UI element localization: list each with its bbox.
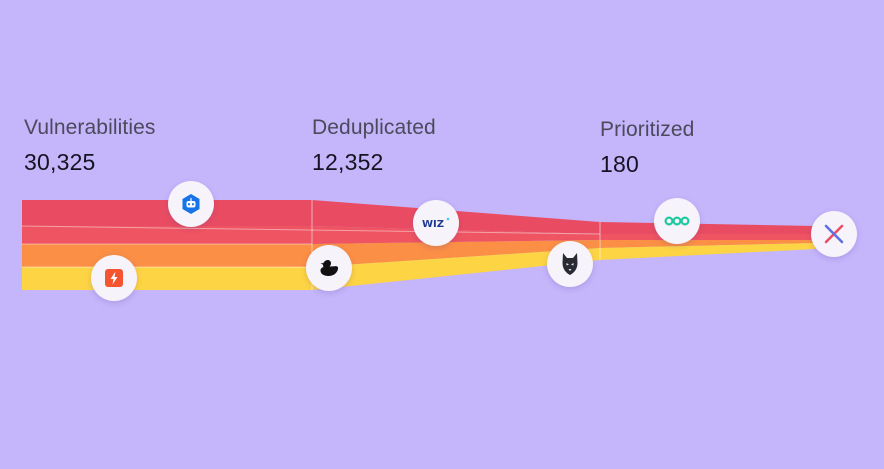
duck-icon: [320, 259, 339, 276]
cross-badge: [811, 211, 857, 257]
stage-label-vulnerabilities: Vulnerabilities: [24, 116, 156, 139]
wolf-icon: [562, 253, 578, 275]
wiz-badge: WIZ: [413, 200, 459, 246]
robot-icon: [182, 194, 200, 214]
stage-value-prioritized: 180: [600, 151, 639, 177]
stage-label-prioritized: Prioritized: [600, 118, 695, 141]
funnel-band-yellow: [22, 243, 815, 290]
wiz-icon: WIZ: [422, 217, 450, 230]
lightning-icon: [105, 269, 123, 287]
stage-value-deduplicated: 12,352: [312, 149, 384, 175]
rings-icon: [664, 216, 690, 226]
funnel-band-orange: [22, 240, 815, 267]
robot-badge: [168, 181, 214, 227]
stage-label-deduplicated: Deduplicated: [312, 116, 436, 139]
duck-badge: [306, 245, 352, 291]
wolf-badge: [547, 241, 593, 287]
funnel-separator-1: [21, 225, 601, 235]
rings-badge: [654, 198, 700, 244]
stage-value-vulnerabilities: 30,325: [24, 149, 96, 175]
cross-icon: [824, 224, 844, 244]
lightning-badge: [91, 255, 137, 301]
svg-text:WIZ: WIZ: [422, 219, 444, 230]
